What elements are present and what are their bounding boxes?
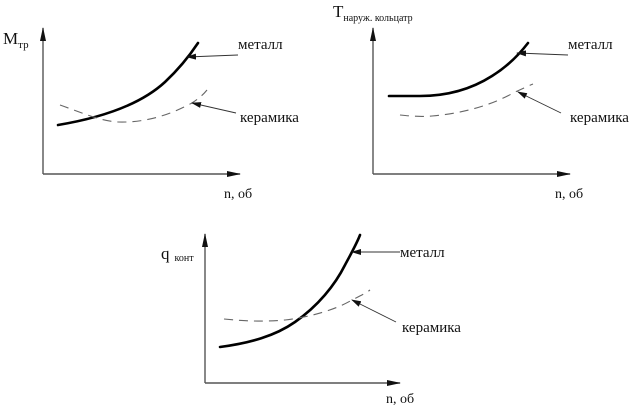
ceramic-curve <box>399 83 534 117</box>
y-axis-label: q конт <box>161 244 194 264</box>
metal-curve <box>387 41 530 98</box>
x-axis-label: n, об <box>224 187 252 202</box>
chart-contact-pressure: q конт n, об металл керамика <box>161 233 461 407</box>
chart-outer-ring-temperature: Tнаруж. кольцатр n, об металл керамика <box>333 2 629 202</box>
ceramic-label: керамика <box>402 320 461 336</box>
metal-label: металл <box>238 37 283 53</box>
y-axis-label: Mтр <box>3 29 29 51</box>
ceramic-curve <box>59 89 208 123</box>
x-axis-label: n, об <box>386 392 414 407</box>
metal-curve <box>218 233 362 349</box>
chart-friction-moment: Mтр n, об металл керамика <box>3 27 299 202</box>
ceramic-label: керамика <box>240 110 299 126</box>
ceramic-leader-arrow <box>191 102 237 114</box>
x-axis-label: n, об <box>555 187 583 202</box>
metal-leader-arrow <box>516 50 569 57</box>
metal-label: металл <box>400 245 445 261</box>
y-axis-label: Tнаруж. кольцатр <box>333 2 413 24</box>
ceramic-label: керамика <box>570 110 629 126</box>
metal-curve <box>56 41 200 127</box>
ceramic-leader-arrow <box>351 299 397 323</box>
metal-label: металл <box>568 37 613 53</box>
ceramic-curve <box>223 289 371 322</box>
ceramic-leader-arrow <box>517 91 562 114</box>
metal-leader-arrow <box>186 53 239 60</box>
